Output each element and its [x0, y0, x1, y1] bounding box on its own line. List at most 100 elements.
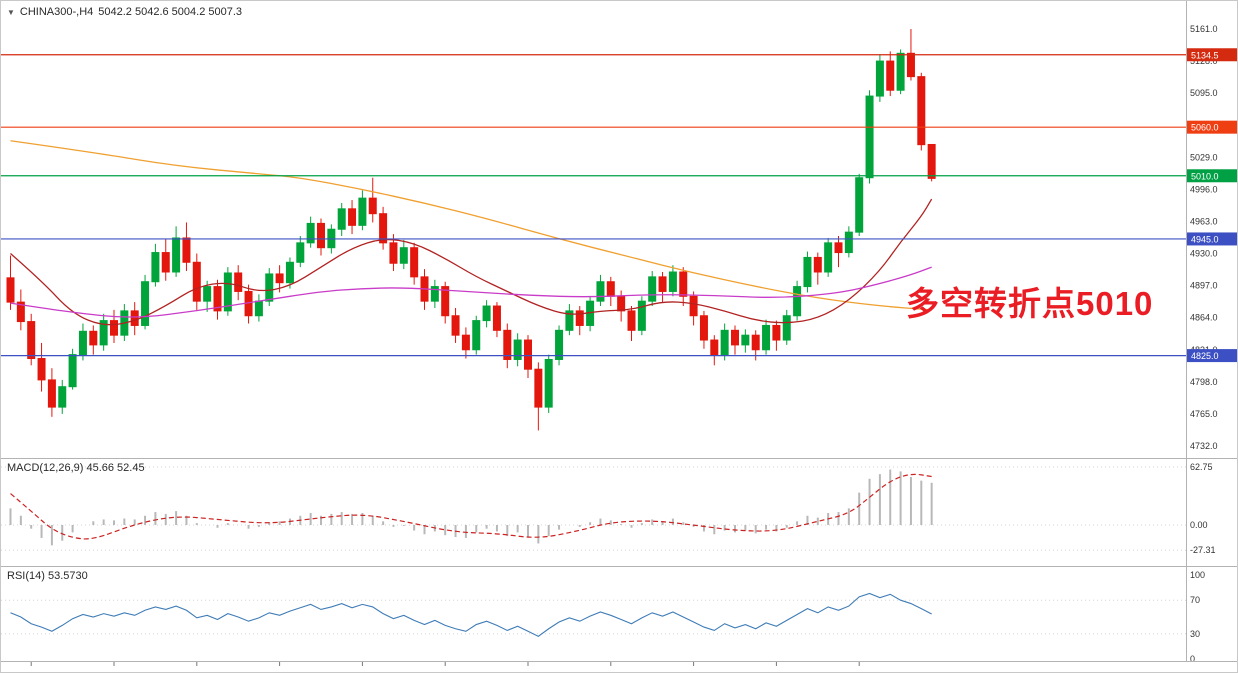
price-axis-tick: 4963.0 — [1190, 216, 1218, 226]
candle — [192, 261, 201, 302]
candle — [337, 208, 346, 230]
macd-signal-line — [10, 473, 932, 540]
candle — [813, 256, 822, 273]
price-axis-tick: 5029.0 — [1190, 152, 1218, 162]
candle — [544, 358, 553, 408]
candle — [503, 329, 512, 360]
candle — [555, 329, 564, 360]
candle — [27, 321, 36, 360]
candle — [410, 247, 419, 278]
candle — [306, 222, 315, 244]
candle — [606, 281, 615, 297]
candle — [368, 197, 377, 215]
candle — [793, 286, 802, 317]
candle — [596, 281, 605, 302]
price-tag-label: 5010.0 — [1191, 171, 1219, 181]
candle — [130, 310, 139, 326]
candle — [47, 379, 56, 408]
candle — [844, 231, 853, 254]
candle — [720, 329, 729, 356]
candle — [430, 286, 439, 302]
candle — [285, 261, 294, 284]
candle — [275, 273, 284, 284]
price-tag-label: 5134.5 — [1191, 50, 1219, 60]
candle — [265, 273, 274, 302]
ohlc-values: 5042.2 5042.6 5004.2 5007.3 — [98, 6, 243, 18]
candle — [668, 271, 677, 292]
candle — [865, 95, 874, 179]
candle — [534, 368, 543, 408]
price-tag — [1187, 48, 1237, 62]
candle — [234, 272, 243, 292]
candle — [524, 339, 532, 370]
macd-pane[interactable] — [1, 466, 1186, 551]
candle — [399, 247, 408, 264]
candle — [699, 315, 708, 341]
ma-slow-orange — [10, 140, 932, 311]
candle — [389, 242, 398, 264]
candle — [875, 60, 884, 97]
price-axis-tick: 4765.0 — [1190, 409, 1218, 419]
candle — [575, 310, 584, 326]
candle — [824, 242, 833, 273]
candle — [658, 276, 667, 292]
candle — [296, 242, 305, 263]
candle — [762, 324, 771, 351]
candle — [741, 334, 750, 346]
candle — [896, 52, 905, 91]
candle — [648, 276, 657, 302]
symbol-dropdown-icon[interactable]: ▼ — [7, 7, 15, 17]
candle — [917, 76, 926, 146]
time-axis[interactable] — [30, 662, 860, 666]
price-axis-tick: 4864.0 — [1190, 313, 1218, 323]
candle — [172, 237, 181, 273]
rsi-axis-tick: 100 — [1190, 570, 1205, 580]
candle — [492, 305, 501, 331]
price-tag — [1187, 169, 1237, 183]
candle — [6, 277, 15, 303]
price-axis-tick: 5095.0 — [1190, 88, 1218, 98]
candle — [348, 208, 357, 226]
candle — [689, 295, 698, 317]
main-price-pane[interactable] — [6, 29, 936, 431]
price-axis-tick: 4732.0 — [1190, 441, 1218, 451]
candle — [472, 320, 481, 351]
price-axis-tick: 4897.0 — [1190, 281, 1218, 291]
candle — [213, 286, 222, 312]
candles-layer — [6, 29, 936, 431]
candle — [886, 60, 895, 91]
candle — [772, 324, 781, 341]
candle — [617, 295, 626, 312]
price-axis-tick: 4930.0 — [1190, 249, 1218, 259]
rsi-line — [10, 592, 932, 637]
candle — [751, 334, 760, 351]
chart-annotation-text[interactable]: 多空转折点5010 — [906, 285, 1154, 322]
price-axis-tick: 4996.0 — [1190, 184, 1218, 194]
candle — [223, 272, 232, 312]
candle — [513, 339, 522, 360]
candle — [161, 252, 170, 273]
candle — [254, 300, 263, 317]
rsi-pane[interactable] — [1, 592, 1186, 637]
candle — [89, 330, 98, 346]
macd-indicator-label: MACD(12,26,9) 45.66 52.45 — [7, 462, 145, 474]
candle — [379, 213, 388, 244]
price-tag — [1187, 232, 1237, 246]
macd-axis-tick: 62.75 — [1190, 462, 1213, 472]
rsi-axis-tick: 70 — [1190, 595, 1200, 605]
candle — [58, 386, 67, 408]
candle — [679, 271, 688, 297]
candle — [710, 339, 719, 356]
candle — [803, 256, 812, 288]
symbol-ohlc-bar: ▼ CHINA300-,H4 5042.2 5042.6 5004.2 5007… — [7, 6, 242, 18]
candle — [855, 177, 864, 233]
rsi-indicator-label: RSI(14) 53.5730 — [7, 570, 88, 582]
candle — [441, 286, 450, 317]
candle — [627, 310, 636, 331]
symbol-name: CHINA300-,H4 — [19, 6, 94, 18]
candle — [68, 354, 77, 388]
candle — [358, 197, 367, 226]
rsi-axis-tick: 0 — [1190, 654, 1195, 664]
